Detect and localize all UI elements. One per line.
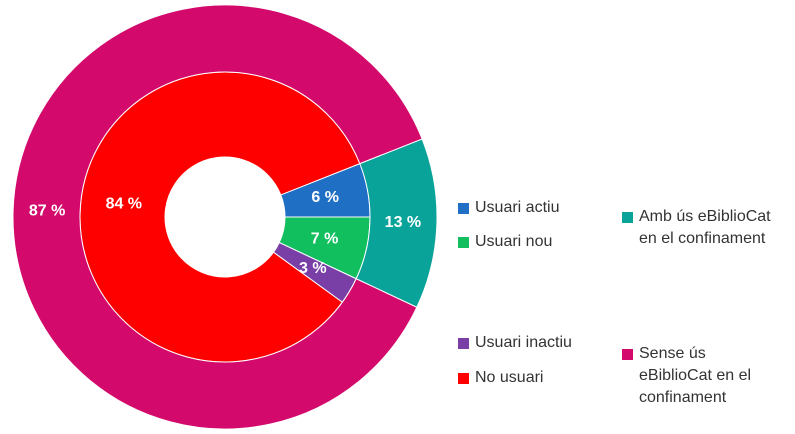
legend-swatch xyxy=(458,203,469,214)
legend-swatch xyxy=(622,212,633,223)
legend-item: No usuari xyxy=(458,367,625,389)
legend-item: Amb ús eBiblioCat en el confinament xyxy=(622,206,781,250)
legend-label: Usuari actiu xyxy=(475,199,560,216)
data-label: 7 % xyxy=(311,230,339,247)
legend-label: No usuari xyxy=(475,369,544,386)
data-label: 87 % xyxy=(29,203,65,220)
donut-segment xyxy=(12,4,423,430)
data-label: 84 % xyxy=(106,195,142,212)
legend-label: Amb ús eBiblioCat en el confinament xyxy=(639,208,771,247)
legend-item: Usuari actiu xyxy=(458,197,625,219)
legend-item: Usuari inactiu xyxy=(458,332,625,354)
legend-label: Usuari nou xyxy=(475,233,553,250)
legend-label: Sense ús eBiblioCat en el confinament xyxy=(639,345,752,406)
legend-item: Usuari nou xyxy=(458,231,625,253)
data-label: 13 % xyxy=(385,214,421,231)
legend-item: Sense ús eBiblioCat en el confinament xyxy=(622,343,781,409)
legend-swatch xyxy=(622,349,633,360)
data-label: 3 % xyxy=(299,260,327,277)
data-label: 6 % xyxy=(311,189,339,206)
legend-swatch xyxy=(458,338,469,349)
legend-swatch xyxy=(458,373,469,384)
legend-label: Usuari inactiu xyxy=(475,334,572,351)
legend-swatch xyxy=(458,237,469,248)
